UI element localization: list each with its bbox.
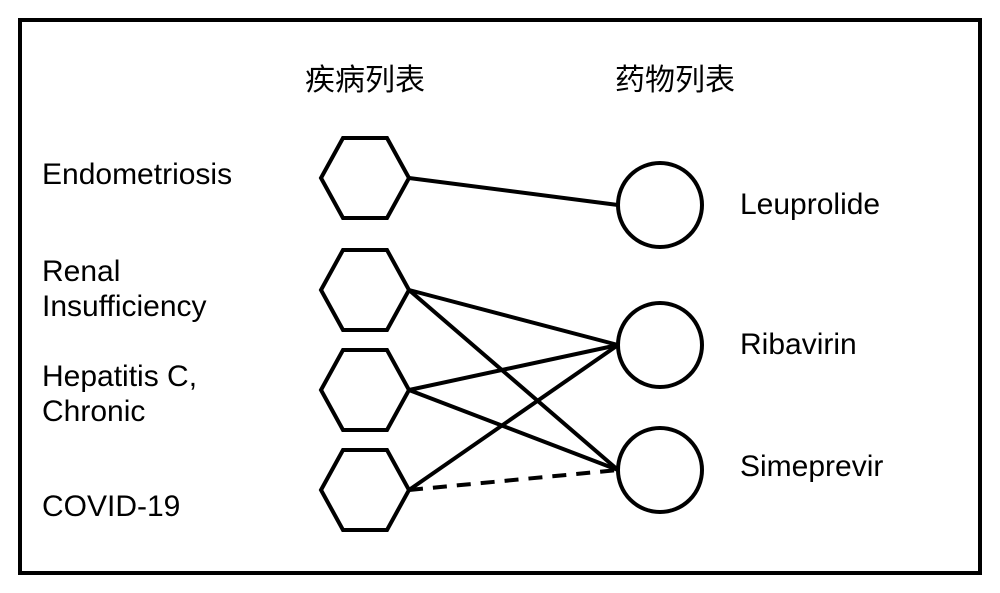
disease-label-covid: COVID-19 bbox=[42, 490, 180, 525]
disease-label-endometriosis: Endometriosis bbox=[42, 158, 232, 193]
disease-label-hepc: Hepatitis C, Chronic bbox=[42, 360, 197, 429]
disease-list-header: 疾病列表 bbox=[305, 55, 425, 99]
drug-node-simeprevir bbox=[618, 428, 702, 512]
disease-node-renal bbox=[321, 250, 409, 330]
disease-label-renal: Renal Insufficiency bbox=[42, 255, 207, 324]
disease-node-endometriosis bbox=[321, 138, 409, 218]
drug-label-leuprolide: Leuprolide bbox=[740, 188, 880, 222]
edge-hepc-simeprevir bbox=[409, 390, 618, 470]
drug-node-ribavirin bbox=[618, 303, 702, 387]
drug-list-header: 药物列表 bbox=[615, 55, 735, 99]
edge-endometriosis-leuprolide bbox=[409, 178, 618, 205]
drug-node-leuprolide bbox=[618, 163, 702, 247]
drug-label-simeprevir: Simeprevir bbox=[740, 450, 883, 484]
drug-label-ribavirin: Ribavirin bbox=[740, 328, 857, 362]
edge-covid-simeprevir bbox=[409, 470, 618, 490]
disease-node-hepc bbox=[321, 350, 409, 430]
disease-node-covid bbox=[321, 450, 409, 530]
